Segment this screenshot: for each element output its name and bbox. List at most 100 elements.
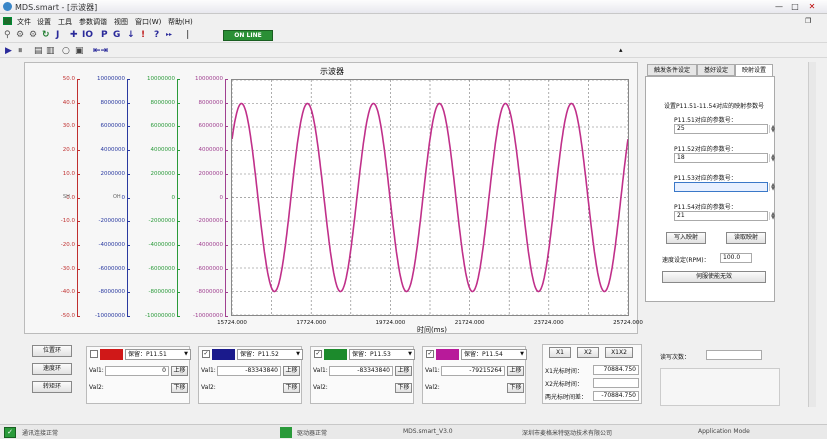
spinner-icon[interactable]: ▲ ▼ — [769, 124, 776, 134]
alarm-icon[interactable]: ! — [141, 30, 146, 40]
close-button[interactable]: ✕ — [808, 2, 816, 11]
channel-select[interactable]: 保留：P11.53 ▼ — [349, 349, 415, 360]
minimize-button[interactable]: — — [775, 2, 783, 11]
channel-color-swatch[interactable] — [436, 349, 459, 360]
cursor-value[interactable]: -70884.750 — [593, 391, 639, 401]
tab-preference[interactable]: 基好设定 — [697, 64, 735, 76]
val2-input[interactable] — [105, 383, 169, 393]
move-down-button[interactable]: 下移 — [171, 383, 188, 393]
cross-icon[interactable]: ✚ — [70, 30, 78, 40]
pause-icon[interactable]: ⏸ — [18, 46, 23, 56]
write-param-icon[interactable]: ⚙ — [29, 30, 38, 40]
spin-up-icon[interactable]: ▲ — [771, 211, 775, 217]
move-down-button[interactable]: 下移 — [507, 383, 524, 393]
y-tick-mark — [77, 102, 80, 104]
tab-trigger[interactable]: 触发条件设定 — [647, 64, 697, 76]
channel-select[interactable]: 保留：P11.51 ▼ — [125, 349, 191, 360]
y-tick-label: 4000000 — [198, 147, 224, 154]
menu-help[interactable]: 帮助(H) — [168, 18, 193, 26]
val2-input[interactable] — [329, 383, 393, 393]
move-up-button[interactable]: 上移 — [395, 366, 412, 376]
menu-file[interactable]: 文件 — [17, 18, 31, 26]
channel-select[interactable]: 保留：P11.54 ▼ — [461, 349, 527, 360]
channel-select[interactable]: 保留：P11.52 ▼ — [237, 349, 303, 360]
fit-x-icon[interactable]: ⇤⇥ — [93, 46, 109, 56]
channel-color-swatch[interactable] — [212, 349, 235, 360]
jog-icon[interactable]: J — [56, 30, 60, 40]
maximize-button[interactable]: □ — [791, 2, 799, 11]
connect-icon[interactable]: ⚲ — [4, 30, 11, 40]
val1-input[interactable]: -83343840 — [329, 366, 393, 376]
spin-down-icon[interactable]: ▼ — [771, 157, 775, 163]
cursor-value[interactable] — [593, 378, 639, 388]
param-input[interactable]: 21 ▲ ▼ — [674, 211, 775, 221]
pin-icon[interactable]: ▴ — [619, 46, 623, 54]
save-icon[interactable]: ▤ — [34, 46, 43, 56]
position-loop-button[interactable]: 位置环 — [32, 345, 72, 357]
menu-settings[interactable]: 设置 — [37, 18, 51, 26]
menu-tuning[interactable]: 参数调谐 — [79, 18, 107, 26]
zoom-icon[interactable]: ○ — [62, 46, 70, 56]
position-icon[interactable]: P — [101, 30, 108, 40]
spin-down-icon[interactable]: ▼ — [771, 186, 775, 192]
menu-view[interactable]: 视图 — [114, 18, 128, 26]
read-count-input[interactable] — [706, 350, 762, 360]
status-bar: ✓ 通讯连接正常 驱动器正常 MDS.smart_V3.0 深圳市麦格米特驱动技… — [0, 424, 827, 439]
gain-icon[interactable]: G — [113, 30, 121, 40]
move-down-button[interactable]: 下移 — [395, 383, 412, 393]
read-mapping-button[interactable]: 读取映射 — [726, 232, 766, 244]
torque-loop-button[interactable]: 转矩环 — [32, 381, 72, 393]
move-up-button[interactable]: 上移 — [283, 366, 300, 376]
param-input[interactable]: 18 ▲ ▼ — [674, 153, 775, 163]
spin-up-icon[interactable]: ▲ — [771, 182, 775, 188]
inertia-icon[interactable]: ↓ — [127, 30, 135, 40]
version-icon[interactable]: ▸▸ — [166, 31, 173, 38]
move-up-button[interactable]: 上移 — [507, 366, 524, 376]
channel-checkbox[interactable] — [90, 350, 98, 358]
val1-input[interactable]: 0 — [105, 366, 169, 376]
spin-up-icon[interactable]: ▲ — [771, 153, 775, 159]
menu-tools[interactable]: 工具 — [58, 18, 72, 26]
spinner-icon[interactable]: ▲ ▼ — [769, 182, 776, 192]
play-icon[interactable]: ▶ — [5, 46, 12, 56]
val1-input[interactable]: -83343840 — [217, 366, 281, 376]
val2-label: Val2: — [89, 384, 104, 391]
cursor-x1-button[interactable]: X1 — [549, 347, 571, 358]
status-mode: Application Mode — [698, 428, 750, 435]
param-input[interactable]: 25 ▲ ▼ — [674, 124, 775, 134]
cursor-x1x2-button[interactable]: X1X2 — [605, 347, 633, 358]
param-input[interactable]: ▲ ▼ — [674, 182, 775, 192]
val2-input[interactable] — [217, 383, 281, 393]
io-icon[interactable]: IO — [82, 30, 93, 40]
spinner-icon[interactable]: ▲ ▼ — [769, 211, 776, 221]
help-icon[interactable]: ? — [154, 30, 160, 40]
val2-input[interactable] — [441, 383, 505, 393]
channel-checkbox[interactable]: ✓ — [426, 350, 434, 358]
open-icon[interactable]: ▥ — [46, 46, 55, 56]
cursor-value[interactable]: 70884.750 — [593, 365, 639, 375]
servo-enable-button[interactable]: 伺服使能无效 — [662, 271, 766, 283]
channel-color-swatch[interactable] — [100, 349, 123, 360]
spin-down-icon[interactable]: ▼ — [771, 128, 775, 134]
speed-input[interactable]: 100.0 — [720, 253, 752, 263]
restore-button[interactable]: ❐ — [805, 17, 812, 25]
channel-checkbox[interactable]: ✓ — [202, 350, 210, 358]
speed-loop-button[interactable]: 速度环 — [32, 363, 72, 375]
move-up-button[interactable]: 上移 — [171, 366, 188, 376]
spin-up-icon[interactable]: ▲ — [771, 124, 775, 130]
spin-down-icon[interactable]: ▼ — [771, 215, 775, 221]
val1-input[interactable]: -79215264 — [441, 366, 505, 376]
scope-plot-area[interactable] — [231, 79, 629, 316]
channel-checkbox[interactable]: ✓ — [314, 350, 322, 358]
channel-color-swatch[interactable] — [324, 349, 347, 360]
write-mapping-button[interactable]: 写入映射 — [666, 232, 706, 244]
vertical-scrollbar[interactable] — [808, 62, 816, 407]
cursor-x2-button[interactable]: X2 — [577, 347, 599, 358]
read-param-icon[interactable]: ⚙ — [16, 30, 25, 40]
tab-mapping[interactable]: 映射设置 — [735, 64, 773, 76]
spinner-icon[interactable]: ▲ ▼ — [769, 153, 776, 163]
refresh-icon[interactable]: ↻ — [42, 30, 50, 40]
move-down-button[interactable]: 下移 — [283, 383, 300, 393]
print-icon[interactable]: ▣ — [75, 46, 84, 56]
menu-window[interactable]: 窗口(W) — [135, 18, 162, 26]
